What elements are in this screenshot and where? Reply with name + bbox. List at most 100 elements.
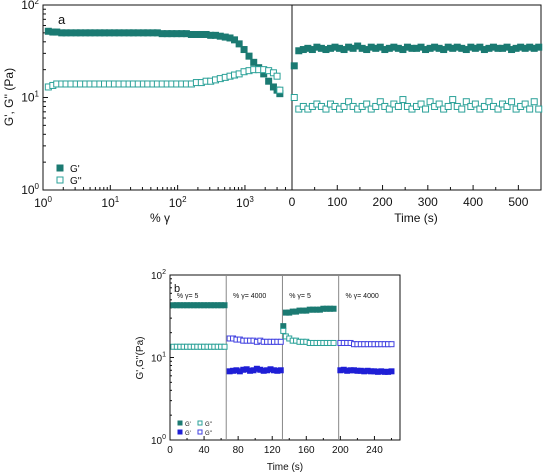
panel-time-point-g-loss [444, 102, 452, 110]
panel-time-point-g-loss [394, 102, 402, 110]
panel-a-legend: G'G'' [56, 164, 82, 187]
panel-a-x-tick-label: 102 [169, 195, 187, 210]
panel-a-y-tick-label-base: 10 [21, 183, 35, 197]
panel-time-point-g-loss [449, 96, 457, 104]
panel-time-point-g-loss [535, 105, 543, 113]
panel-time-point-g-loss [322, 105, 330, 113]
panel-time-point-g-loss [422, 105, 430, 113]
panel-b-y-tick-label: 102 [151, 269, 166, 282]
panel-a-y-tick-label-base: 10 [21, 91, 35, 105]
panel-b-legend-label: G'' [205, 422, 212, 428]
panel-a-point-g-storage [265, 77, 273, 85]
panel-a-y-tick-label-exponent: 0 [35, 182, 40, 191]
panel-b-section-label: % γ= 5 [177, 293, 199, 300]
panel-time-x-tick-label: 0 [289, 195, 296, 209]
panel-time-x-tick-label: 500 [508, 195, 528, 209]
panel-b-x-tick-label: 120 [264, 445, 281, 456]
panel-a-point-g-storage [250, 58, 258, 66]
panel-b-point-g-storage [277, 367, 284, 374]
panel-b-x-tick-label: 240 [366, 445, 383, 456]
panel-a-y-axis-title: G', G'' (Pa) [2, 68, 16, 126]
panel-a-y-tick-label-base: 10 [21, 0, 35, 12]
panel-b-y-axis-title: G',G''(Pa) [135, 337, 146, 380]
panel-a-y-tick-label-exponent: 1 [35, 90, 40, 99]
panel-time-points [290, 42, 543, 113]
panel-a-points [44, 27, 284, 98]
panel-b-legend-label: G'' [205, 431, 212, 437]
panel-time-point-g-loss [526, 105, 534, 113]
panel-b-y-tick-label-base: 10 [151, 271, 163, 282]
panel-a-y-tick-label: 101 [21, 90, 39, 105]
panel-b-section-label: % γ= 4000 [233, 293, 266, 300]
panel-a-point-g-storage [235, 40, 243, 48]
panel-time-point-g-loss [435, 100, 443, 108]
panel-a-point-g-loss [273, 72, 281, 80]
panel-time-x-tick-label: 400 [463, 195, 483, 209]
panel-time-point-g-loss [521, 100, 529, 108]
panel-a-strain-sweep: a G', G'' (Pa) % γ 100 101 102 103 10010110… [2, 0, 293, 225]
panel-b-y-tick-label-exponent: 1 [162, 352, 166, 359]
panel-time-point-g-loss [372, 102, 380, 110]
panel-b-y-tick-label: 101 [151, 352, 166, 365]
panel-a-x-tick-label-exponent: 1 [115, 195, 120, 204]
panel-a-legend-label: G'' [70, 176, 82, 187]
panel-b-y-tick-label-base: 10 [151, 354, 163, 365]
panel-a-x-tick-label: 103 [236, 195, 254, 210]
panel-a-y-tick-label: 100 [21, 182, 39, 197]
panel-time-point-g-loss [417, 100, 425, 108]
panel-time-point-g-loss [290, 94, 298, 101]
panel-a-x-tick-label-base: 10 [101, 196, 115, 210]
panel-time-x-ticks: 0 100 200 300 400 500 [289, 185, 529, 209]
panel-time-point-g-loss [462, 98, 470, 106]
panel-b-point-g-storage [388, 368, 395, 375]
panel-a-x-tick-label: 101 [101, 195, 119, 210]
panel-b-legend: G' G'' G' G'' [177, 420, 212, 437]
panel-a-y-tick-label-exponent: 2 [35, 0, 40, 6]
panel-a-x-tick-label-exponent: 2 [182, 195, 187, 204]
panel-time-point-g-loss [345, 98, 353, 106]
panel-b-label: b [174, 283, 180, 295]
panel-time-point-g-loss [480, 102, 488, 110]
panel-b-points [170, 302, 395, 375]
panel-b-step-strain: b G',G''(Pa) Time (s) % γ= 5% γ= 4000% γ… [135, 269, 401, 473]
panel-a-point-g-loss [276, 86, 284, 94]
panel-a-time-sweep: Time (s) 0 100 200 300 400 500 [289, 4, 543, 225]
panel-b-x-tick-label: 200 [332, 445, 349, 456]
panel-time-x-tick-label: 100 [327, 195, 347, 209]
panel-time-point-g-loss [426, 98, 434, 106]
panel-time-point-g-loss [340, 102, 348, 110]
panel-a-legend-label: G' [70, 164, 80, 175]
panel-time-point-g-loss [503, 102, 511, 110]
panel-b-x-ticks: 0 40 80 120 160 200 240 [167, 436, 392, 456]
panel-time-point-g-loss [385, 105, 393, 113]
panel-b-point-g-storage [330, 305, 337, 312]
panel-a-x-axis-title: % γ [150, 211, 170, 225]
panel-time-point-g-loss [376, 98, 384, 106]
panel-b-y-tick-label-exponent: 0 [162, 434, 166, 441]
panel-a-y-tick-label: 102 [21, 0, 39, 12]
panel-b-x-tick-label: 80 [233, 445, 245, 456]
panel-b-y-tick-label-exponent: 2 [162, 269, 166, 276]
panel-b-section-labels: % γ= 5 % γ= 4000 % γ= 5 % γ= 4000 [177, 293, 379, 300]
panel-time-plot-frame [291, 4, 542, 191]
panel-b-point-g-loss [330, 339, 337, 346]
panel-b-legend-marker [197, 420, 203, 426]
panel-time-point-g-loss [530, 98, 538, 106]
panel-b-y-tick-label-base: 10 [151, 436, 163, 447]
panel-b-section-label: % γ= 5 [289, 293, 311, 300]
panel-time-point-g-loss [471, 100, 479, 108]
panel-a-point-g-storage [231, 36, 239, 44]
panel-b-legend-marker [177, 420, 183, 426]
panel-time-point-g-loss [508, 98, 516, 106]
panel-a-x-ticks: 100 101 102 103 [34, 185, 293, 210]
panel-a-legend-marker [56, 176, 64, 184]
panel-time-point-g-storage [290, 62, 298, 70]
panel-a-point-g-storage [240, 46, 248, 54]
panel-time-x-tick-label: 300 [418, 195, 438, 209]
panel-b-section-label: % γ= 4000 [345, 293, 378, 300]
panel-b-legend-label: G' [185, 422, 191, 428]
panel-time-point-g-loss [363, 100, 371, 108]
